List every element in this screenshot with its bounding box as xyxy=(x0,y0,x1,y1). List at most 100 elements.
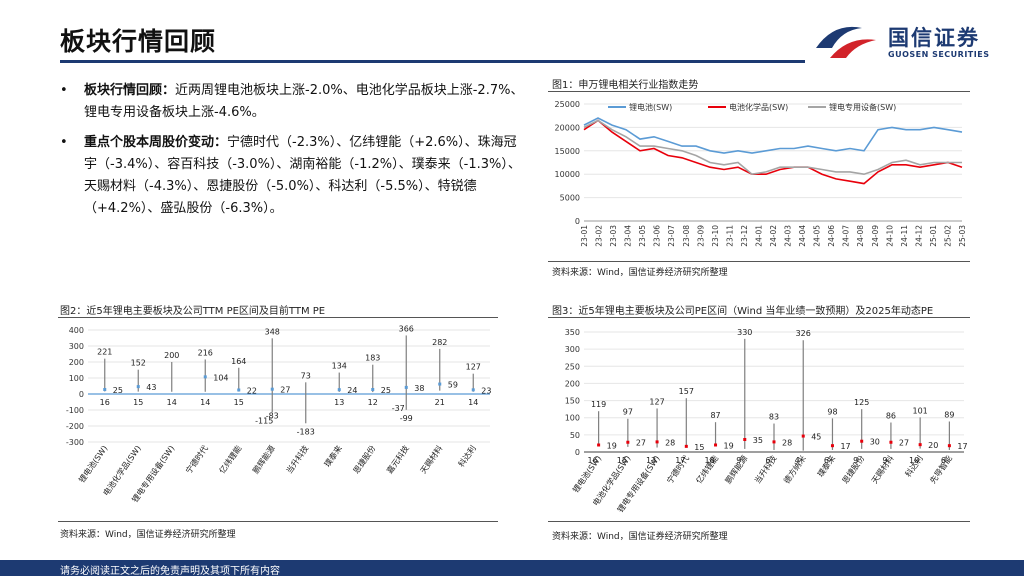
current-label: 15 xyxy=(694,443,704,452)
logo-mark-icon xyxy=(816,26,876,58)
x-tick-label: 23-08 xyxy=(682,225,691,247)
y-tick-label: 100 xyxy=(565,414,580,423)
max-label: 127 xyxy=(466,363,481,372)
bullet-heading: 板块行情回顾： xyxy=(84,83,176,98)
y-tick-label: 350 xyxy=(565,328,580,337)
fig2-rule xyxy=(58,317,498,318)
current-marker xyxy=(889,440,893,444)
footer-bar: 请务必阅读正文之后的免责声明及其项下所有内容 xyxy=(0,560,1024,576)
current-label: 25 xyxy=(381,386,391,395)
max-label: 348 xyxy=(265,327,280,336)
x-tick-label: 24-10 xyxy=(885,225,894,247)
legend-label: 锂电池(SW) xyxy=(629,102,672,112)
fig3-title: 图3：近5年锂电主要板块及公司PE区间（Wind 当年业绩一致预期）及2025年… xyxy=(552,306,934,317)
bullet-sector-review: 板块行情回顾：近两周锂电池板块上涨-2.0%、电池化学品板块上涨-2.7%、锂电… xyxy=(60,80,525,124)
max-label: 73 xyxy=(301,371,311,380)
bullet-stock-moves: 重点个股本周股价变动：宁德时代（-2.3%）、亿纬锂能（+2.6%）、珠海冠宇（… xyxy=(60,132,525,220)
y-tick-label: 200 xyxy=(565,379,580,388)
x-tick-label: 25-01 xyxy=(929,225,938,247)
max-label: 152 xyxy=(131,359,146,368)
current-label: 104 xyxy=(213,373,228,382)
y-tick-label: 300 xyxy=(565,345,580,354)
current-marker xyxy=(270,387,274,391)
fig2-source: 资料来源：Wind，国信证券经济研究所整理 xyxy=(60,530,236,540)
min-label: 17 xyxy=(675,456,685,465)
category-label: 恩捷股份 xyxy=(351,443,378,475)
fig3-source: 资料来源：Wind，国信证券经济研究所整理 xyxy=(552,532,728,542)
current-marker xyxy=(404,385,408,389)
x-tick-label: 23-05 xyxy=(638,225,647,247)
current-label: 24 xyxy=(347,386,357,395)
fig1-source: 资料来源：Wind，国信证券经济研究所整理 xyxy=(552,268,728,278)
current-marker xyxy=(337,388,341,392)
min-label: 15 xyxy=(133,398,143,407)
current-label: 28 xyxy=(782,438,792,447)
legend-label: 电池化学品(SW) xyxy=(729,102,788,112)
max-label: 125 xyxy=(854,398,869,407)
min-label: 6 xyxy=(941,456,946,465)
bullet-heading: 重点个股本周股价变动： xyxy=(84,135,228,150)
y-tick-label: 150 xyxy=(565,397,580,406)
current-label: 22 xyxy=(247,386,257,395)
fig1-rule xyxy=(548,91,970,92)
min-label: 13 xyxy=(334,398,344,407)
y-tick-label: 200 xyxy=(69,358,84,367)
max-label: 83 xyxy=(769,413,779,422)
current-label: 23 xyxy=(481,386,491,395)
x-tick-label: 24-08 xyxy=(856,225,865,247)
min-label: -115 xyxy=(255,416,273,425)
x-tick-label: 25-02 xyxy=(943,225,952,247)
current-marker xyxy=(371,388,375,391)
fig2-bottom-rule xyxy=(58,521,498,522)
y-tick-label: 5000 xyxy=(560,194,580,203)
x-tick-label: 23-11 xyxy=(725,225,734,247)
y-tick-label: 0 xyxy=(79,390,84,399)
fig2-title: 图2：近5年锂电主要板块及公司TTM PE区间及目前TTM PE xyxy=(60,306,326,317)
current-marker xyxy=(136,385,140,389)
category-label: 当升科技 xyxy=(284,443,311,475)
fig3-rule xyxy=(548,317,970,318)
max-label: 134 xyxy=(332,362,347,371)
current-marker xyxy=(203,375,207,379)
x-tick-label: 24-01 xyxy=(754,225,763,247)
y-tick-label: 100 xyxy=(69,374,84,383)
current-marker xyxy=(947,444,951,448)
x-tick-label: 24-09 xyxy=(871,225,880,247)
max-label: 326 xyxy=(796,329,811,338)
min-label: 6 xyxy=(824,456,829,465)
max-label: 221 xyxy=(97,348,112,357)
max-label: 216 xyxy=(198,348,213,357)
y-tick-label: 50 xyxy=(570,431,580,440)
y-tick-label: 0 xyxy=(575,217,580,226)
max-label: 164 xyxy=(231,357,246,366)
pe-range-chart-ttm: -300-200-10001002003004002211625锂电池(SW)1… xyxy=(66,324,492,504)
min-label: 14 xyxy=(468,398,478,407)
max-label: 101 xyxy=(913,406,928,415)
max-label: 87 xyxy=(710,411,720,420)
current-label: 43 xyxy=(146,383,156,392)
footer-disclaimer: 请务必阅读正文之后的免责声明及其项下所有内容 xyxy=(60,566,280,576)
min-label: 6 xyxy=(765,456,770,465)
min-label: 21 xyxy=(435,398,445,407)
category-label: 锂电池(SW) xyxy=(76,443,109,484)
category-label: 璞泰来 xyxy=(322,443,344,468)
bullet-text: 近两周锂电池板块上涨-2.0%、电池化学品板块上涨-2.7%、锂电专用设备板块上… xyxy=(84,83,524,120)
current-marker xyxy=(743,438,747,441)
y-tick-label: 400 xyxy=(69,326,84,335)
min-label: 14 xyxy=(167,398,177,407)
min-label: 13 xyxy=(646,456,656,465)
min-label: 16 xyxy=(100,398,110,407)
current-label: 59 xyxy=(448,381,458,390)
current-marker xyxy=(438,382,442,386)
company-logo: 国信证券 GUOSEN SECURITIES xyxy=(812,18,992,64)
legend-label: 锂电专用设备(SW) xyxy=(829,102,896,112)
current-label: 30 xyxy=(870,438,880,447)
x-tick-label: 23-02 xyxy=(595,225,604,247)
x-tick-label: 23-06 xyxy=(653,225,662,247)
min-label: 18 xyxy=(704,456,714,465)
y-tick-label: -200 xyxy=(66,422,84,431)
current-label: 45 xyxy=(811,433,821,442)
min-label: 10 xyxy=(909,456,919,465)
current-label: 19 xyxy=(607,441,617,450)
x-tick-label: 23-09 xyxy=(696,225,705,247)
